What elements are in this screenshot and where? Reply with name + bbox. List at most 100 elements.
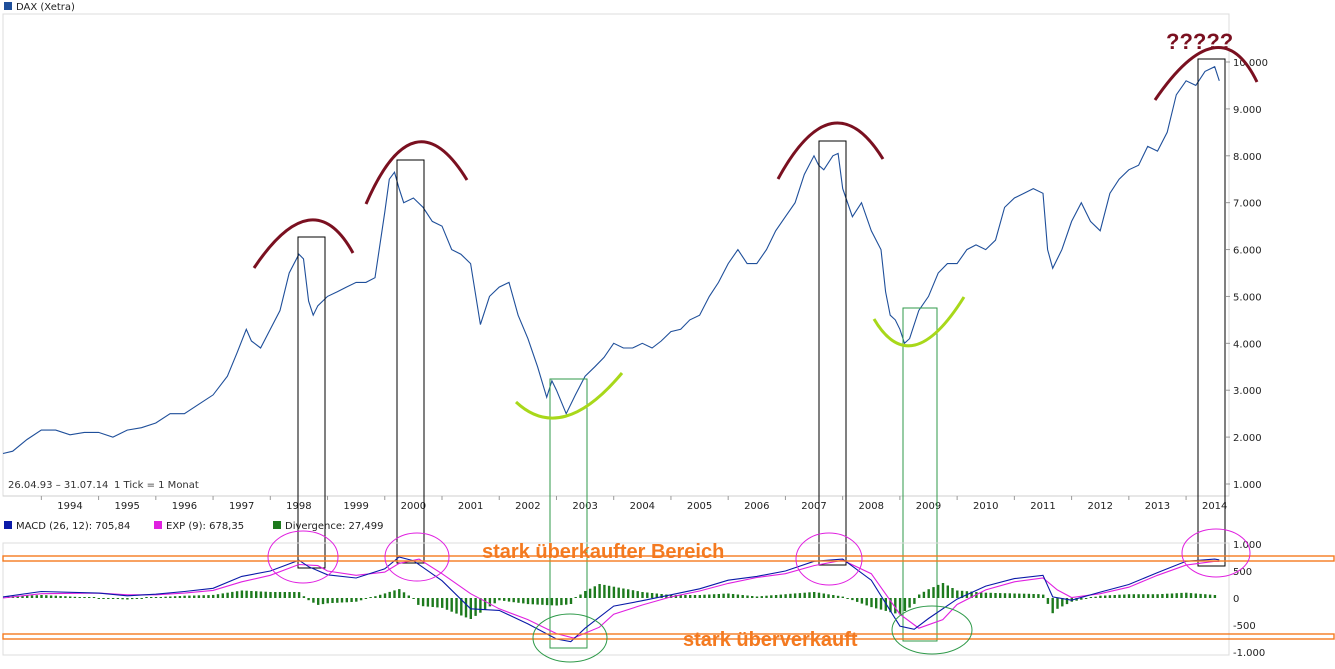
divergence-bar [612, 586, 616, 598]
divergence-bar [369, 597, 372, 598]
divergence-bar [274, 592, 277, 598]
divergence-bar [178, 596, 182, 598]
divergence-bar [460, 598, 463, 616]
divergence-bar [1156, 594, 1159, 598]
divergence-bar [393, 590, 396, 598]
divergence-bar [97, 598, 100, 599]
divergence-bar [1046, 598, 1050, 604]
divergence-bar [856, 598, 859, 602]
divergence-bar [340, 598, 344, 603]
divergence-bar [741, 595, 744, 598]
dax-legend-swatch [4, 2, 12, 10]
divergence-bar [240, 590, 244, 598]
divergence-bar [1180, 592, 1183, 598]
macd-legend-swatch [4, 521, 12, 529]
divergence-bar [173, 596, 177, 598]
main-y-tick-label: 5.000 [1233, 292, 1262, 303]
divergence-bar [441, 598, 444, 608]
divergence-bar [1123, 594, 1126, 598]
divergence-bar [946, 585, 949, 598]
divergence-bar [541, 598, 544, 605]
divergence-bar [1113, 595, 1116, 598]
main-plot-frame [2, 13, 1230, 497]
divergence-bar [569, 598, 573, 604]
divergence-bar [64, 596, 67, 598]
divergence-bar [1104, 595, 1107, 598]
box-peak-1998 [297, 236, 326, 569]
divergence-bar [1146, 594, 1150, 598]
divergence-bar [255, 591, 258, 598]
divergence-bar [627, 589, 630, 598]
divergence-bar [841, 596, 844, 598]
divergence-bar [846, 598, 849, 599]
divergence-bar [836, 595, 840, 598]
divergence-bar [827, 594, 830, 598]
x-tick-label: 2000 [401, 501, 426, 512]
divergence-bar [813, 592, 816, 598]
divergence-bar [21, 595, 24, 598]
divergence-bar [522, 598, 525, 604]
main-y-tick-label: 4.000 [1233, 339, 1262, 350]
trough-arc-2009 [872, 296, 966, 348]
divergence-bar [1008, 593, 1011, 598]
divergence-bar [135, 598, 139, 599]
divergence-bar [1127, 594, 1131, 598]
divergence-bar [550, 598, 554, 606]
divergence-bar [402, 592, 406, 598]
divergence-bar [913, 598, 916, 604]
divergence-bar [793, 593, 797, 598]
divergence-bar [421, 598, 425, 607]
x-tick-label: 2004 [630, 501, 655, 512]
divergence-bar [646, 592, 649, 598]
divergence-bar [1185, 592, 1188, 598]
divergence-bar [903, 598, 907, 611]
divergence-bar [579, 594, 582, 598]
divergence-bar [116, 598, 120, 599]
divergence-bar [426, 598, 430, 607]
divergence-bar [331, 598, 334, 603]
divergence-bar [717, 594, 720, 598]
divergence-bar [755, 596, 759, 598]
divergence-bar [622, 588, 625, 598]
divergence-bar [798, 593, 802, 598]
divergence-bar [1189, 593, 1193, 598]
divergence-bar [951, 588, 954, 598]
divergence-bar [350, 598, 353, 602]
divergence-bar [40, 595, 43, 598]
divergence-bar [212, 594, 215, 598]
divergence-bar [679, 595, 682, 598]
divergence-bar [1213, 595, 1217, 598]
divergence-bar [1037, 594, 1040, 598]
divergence-bar [875, 598, 878, 609]
divergence-bar [269, 592, 272, 598]
divergence-bar [398, 589, 401, 598]
divergence-bar [164, 596, 167, 598]
main-y-tick-label: 3.000 [1233, 386, 1262, 397]
divergence-bar [488, 598, 492, 607]
divergence-bar [941, 583, 945, 598]
exp-legend-label: EXP (9): 678,35 [166, 521, 244, 532]
divergence-bar [822, 593, 825, 598]
divergence-bar [383, 593, 387, 598]
divergence-bar [860, 598, 864, 604]
x-tick-label: 2013 [1145, 501, 1170, 512]
divergence-bar [1080, 598, 1083, 600]
macd-y-tick-label: 500 [1233, 567, 1252, 578]
main-y-tick-label: 1.000 [1233, 480, 1262, 491]
divergence-bar [436, 598, 439, 608]
divergence-bar [92, 597, 96, 598]
divergence-bar [1051, 598, 1054, 614]
divergence-bar [503, 598, 506, 601]
divergence-bar [736, 594, 740, 598]
macd-y-tick-label: -1.000 [1233, 648, 1265, 659]
divergence-bar [1061, 598, 1064, 607]
divergence-bar [188, 595, 191, 598]
divergence-bar [641, 592, 644, 598]
divergence-bar [26, 595, 29, 598]
divergence-bar [1161, 594, 1164, 598]
divergence-bar [474, 598, 477, 616]
divergence-bar [803, 592, 806, 598]
divergence-bar [703, 594, 706, 598]
divergence-bar [1204, 594, 1207, 598]
ellipse-2003 [532, 613, 608, 663]
